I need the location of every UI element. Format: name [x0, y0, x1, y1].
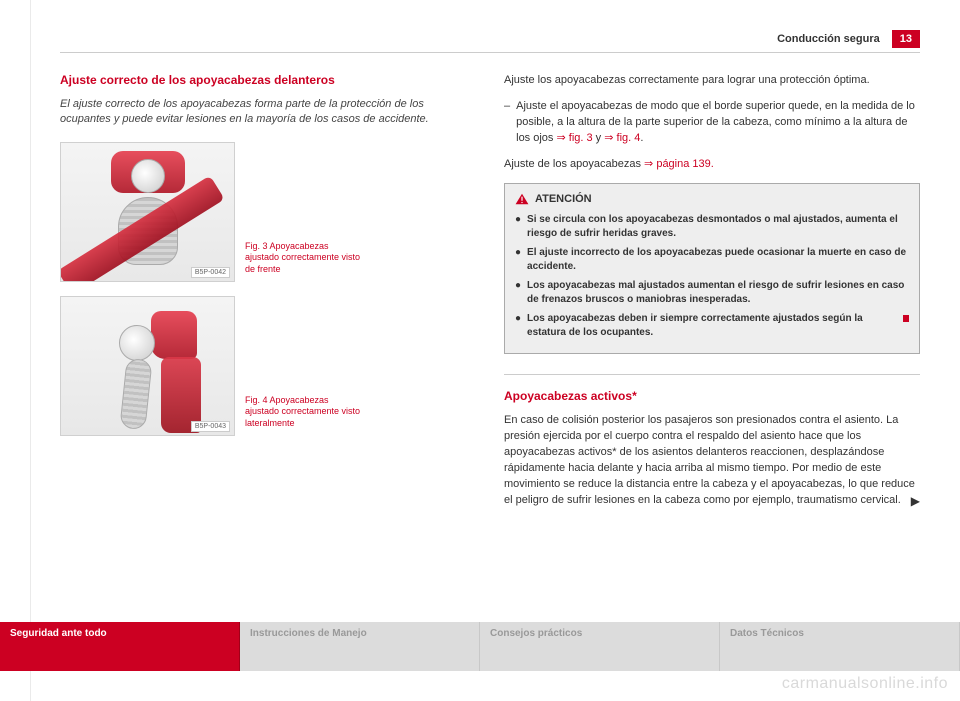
- divider: [504, 374, 920, 375]
- footer-tab[interactable]: Instrucciones de Manejo: [240, 622, 480, 671]
- figure-4-caption: Fig. 4 Apoyacabezas ajustado correctamen…: [245, 395, 365, 436]
- continue-arrow-icon: ▶: [911, 493, 920, 510]
- warning-item: ●El ajuste incorrecto de los apoyacabeza…: [515, 246, 909, 274]
- warning-box: ATENCIÓN ●Si se circula con los apoyacab…: [504, 183, 920, 354]
- warning-title: ATENCIÓN: [535, 192, 592, 207]
- paragraph: En caso de colisión posterior los pasaje…: [504, 413, 920, 509]
- margin-rule: [30, 0, 31, 701]
- fig3-reference[interactable]: ⇒ fig. 3: [556, 132, 592, 144]
- two-column-layout: Ajuste correcto de los apoyacabezas dela…: [60, 73, 920, 519]
- warning-list: ●Si se circula con los apoyacabezas desm…: [515, 213, 909, 340]
- header-section: Conducción segura: [777, 33, 880, 45]
- warning-text: Los apoyacabezas mal ajustados aumentan …: [527, 279, 909, 307]
- skull-icon: [131, 159, 165, 193]
- footer-tab[interactable]: Datos Técnicos: [720, 622, 960, 671]
- figure-3-image: B5P-0042: [60, 142, 235, 282]
- spine-icon: [119, 358, 152, 430]
- footer-tabs: Seguridad ante todo Instrucciones de Man…: [0, 622, 960, 671]
- warning-item: ●Si se circula con los apoyacabezas desm…: [515, 213, 909, 241]
- footer-tab-active[interactable]: Seguridad ante todo: [0, 622, 240, 671]
- figure-3-block: B5P-0042 Fig. 3 Apoyacabezas ajustado co…: [60, 142, 476, 282]
- end-marker-icon: [903, 315, 909, 322]
- paragraph: Ajuste los apoyacabezas correctamente pa…: [504, 73, 920, 89]
- figure-4-block: B5P-0043 Fig. 4 Apoyacabezas ajustado co…: [60, 296, 476, 436]
- page-content: Conducción segura 13 Ajuste correcto de …: [60, 30, 920, 701]
- paragraph: Ajuste de los apoyacabezas ⇒ página 139.: [504, 157, 920, 173]
- cross-ref-text: Ajuste de los apoyacabezas: [504, 158, 644, 170]
- headrest-side-shape: [151, 311, 197, 359]
- figure-ref: B5P-0042: [191, 267, 230, 278]
- instruction-bullet: – Ajuste el apoyacabezas de modo que el …: [504, 99, 920, 147]
- warning-heading: ATENCIÓN: [515, 192, 909, 207]
- and-text: y: [596, 132, 605, 144]
- intro-paragraph: El ajuste correcto de los apoyacabezas f…: [60, 97, 476, 128]
- right-column: Ajuste los apoyacabezas correctamente pa…: [504, 73, 920, 519]
- warning-text: Si se circula con los apoyacabezas desmo…: [527, 213, 909, 241]
- skull-side-icon: [119, 325, 155, 361]
- bullet-text: Ajuste el apoyacabezas de modo que el bo…: [516, 99, 920, 147]
- section-heading: Apoyacabezas activos*: [504, 389, 920, 403]
- fig4-reference[interactable]: ⇒ fig. 4: [604, 132, 640, 144]
- warning-item: ●Los apoyacabezas deben ir siempre corre…: [515, 312, 909, 340]
- dash-icon: –: [504, 99, 510, 147]
- section-heading: Ajuste correcto de los apoyacabezas dela…: [60, 73, 476, 87]
- footer-tab[interactable]: Consejos prácticos: [480, 622, 720, 671]
- page-number: 13: [892, 30, 920, 48]
- left-column: Ajuste correcto de los apoyacabezas dela…: [60, 73, 476, 519]
- figure-4-image: B5P-0043: [60, 296, 235, 436]
- warning-triangle-icon: [515, 193, 529, 205]
- warning-text: El ajuste incorrecto de los apoyacabezas…: [527, 246, 909, 274]
- figure-3-caption: Fig. 3 Apoyacabezas ajustado correctamen…: [245, 241, 365, 282]
- warning-item: ●Los apoyacabezas mal ajustados aumentan…: [515, 279, 909, 307]
- watermark: carmanualsonline.info: [782, 675, 948, 693]
- warning-text: Los apoyacabezas deben ir siempre correc…: [527, 312, 893, 340]
- page-reference[interactable]: ⇒ página 139.: [644, 158, 714, 170]
- running-header: Conducción segura 13: [60, 30, 920, 53]
- paragraph-text: En caso de colisión posterior los pasaje…: [504, 414, 915, 506]
- figure-ref: B5P-0043: [191, 421, 230, 432]
